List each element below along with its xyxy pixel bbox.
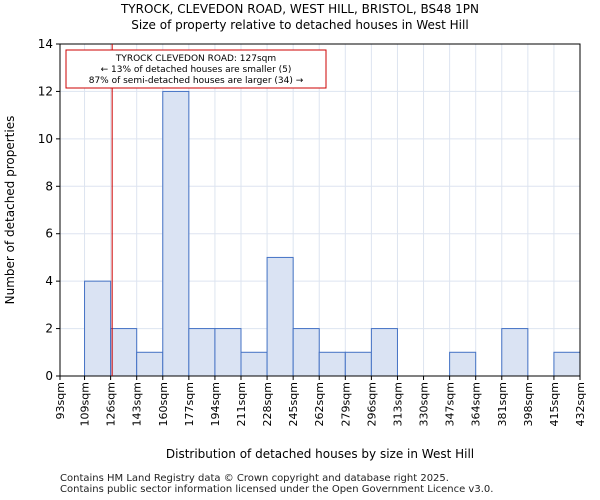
bar-415sqm [553,351,581,377]
x-tick-label: 330sqm [418,382,431,426]
y-tick-label: 2 [45,322,53,336]
x-tick-label: 364sqm [470,382,483,426]
bar-109sqm [84,280,112,377]
y-ticks: 0 2 4 6 8 10 12 14 [38,37,60,383]
bar-228sqm [266,256,294,377]
y-tick-label: 10 [38,132,53,146]
annotation-box: TYROCK CLEVEDON ROAD: 127sqm ← 13% of de… [65,49,327,89]
bar-143sqm [136,351,164,377]
annotation-line-3: 87% of semi-detached houses are larger (… [89,76,304,86]
x-tick-label: 398sqm [522,382,535,426]
x-tick-label: 211sqm [235,382,248,426]
x-tick-label: 228sqm [261,382,274,426]
x-axis-label: Distribution of detached houses by size … [166,447,474,461]
x-tick-label: 245sqm [287,382,300,426]
footer-line-2: Contains public sector information licen… [60,484,494,495]
annotation-border [65,49,327,89]
x-tick-label: 143sqm [131,382,144,426]
x-tick-label: 93sqm [54,382,67,419]
bars [84,90,581,377]
x-tick-label: 194sqm [209,382,222,426]
bar-160sqm [162,90,190,377]
x-tick-label: 177sqm [183,382,196,426]
x-tick-label: 279sqm [339,382,352,426]
x-tick-label: 160sqm [157,382,170,426]
bar-262sqm [318,351,346,377]
bar-381sqm [501,328,529,377]
x-tick-label: 109sqm [79,382,92,426]
chart-title: TYROCK, CLEVEDON ROAD, WEST HILL, BRISTO… [120,2,480,16]
bar-126sqm [110,328,138,377]
annotation-line-2: ← 13% of detached houses are smaller (5) [101,65,292,75]
bar-279sqm [344,351,372,377]
bar-296sqm [370,328,398,377]
bar-211sqm [240,351,268,377]
x-ticks: 93sqm 109sqm 126sqm 143sqm 160sqm 177sqm 194sq… [54,376,587,426]
y-tick-label: 4 [45,274,53,288]
bar-347sqm [449,351,477,377]
x-tick-label: 296sqm [365,382,378,426]
footer-line-1: Contains HM Land Registry data © Crown c… [60,473,449,484]
chart-subtitle: Size of property relative to detached ho… [131,18,469,32]
annotation-line-1: TYROCK CLEVEDON ROAD: 127sqm [115,54,276,64]
bar-194sqm [214,328,242,377]
x-tick-label: 262sqm [313,382,326,426]
y-tick-label: 12 [38,84,53,98]
x-tick-label: 432sqm [574,382,587,426]
plot-frame [59,43,581,377]
y-tick-label: 14 [38,37,53,51]
x-tick-label: 381sqm [496,382,509,426]
y-tick-label: 6 [45,227,53,241]
y-tick-label: 0 [45,369,53,383]
x-tick-label: 126sqm [105,382,118,426]
x-tick-label: 313sqm [391,382,404,426]
y-axis-label: Number of detached properties [3,116,17,305]
x-tick-label: 415sqm [548,382,561,426]
grid-lines [59,43,581,377]
bar-177sqm [188,328,216,377]
bar-245sqm [292,328,320,377]
y-tick-label: 8 [45,179,53,193]
x-tick-label: 347sqm [444,382,457,426]
